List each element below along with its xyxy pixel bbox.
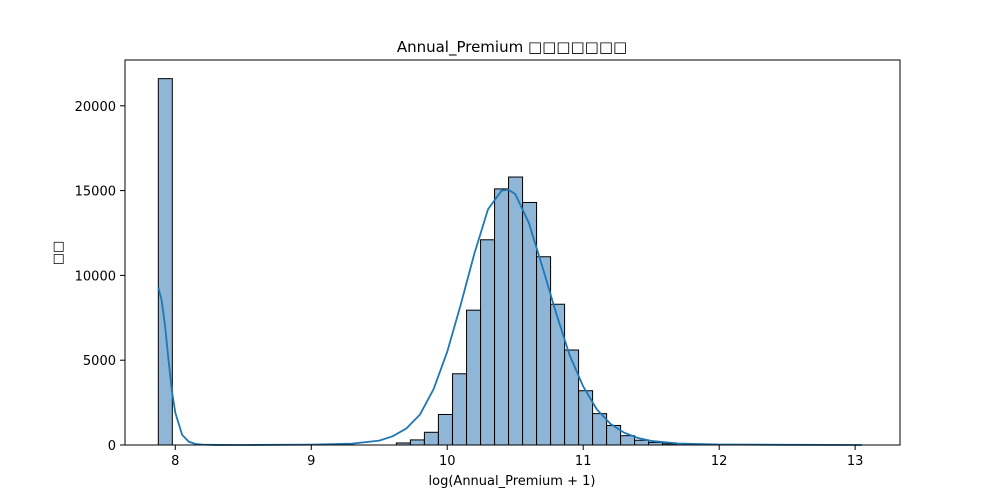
histogram-bar	[550, 303, 566, 446]
x-tick-label: 10	[439, 454, 456, 469]
y-tick-label: 10000	[75, 269, 116, 284]
histogram-bar	[409, 439, 425, 446]
y-axis-label: □□	[51, 241, 66, 266]
kde-line	[157, 188, 862, 446]
x-axis: 8 9 10 11 12 13	[171, 445, 863, 469]
histogram-bar	[437, 413, 453, 446]
x-tick-label: 11	[575, 454, 592, 469]
x-axis-label: log(Annual_Premium + 1)	[429, 474, 596, 489]
histogram-bar	[564, 349, 580, 446]
chart-title: Annual_Premium □□□□□□□	[397, 38, 627, 57]
y-tick-label: 15000	[75, 185, 116, 200]
histogram-bar	[494, 188, 510, 446]
histogram-bar	[466, 309, 482, 446]
histogram-bar	[452, 373, 468, 446]
histogram-bar	[480, 239, 496, 446]
x-tick-label: 9	[307, 454, 315, 469]
histogram-bar	[620, 435, 636, 446]
histogram-bar	[423, 431, 439, 446]
y-tick-label: 5000	[83, 354, 116, 369]
histogram-bar	[634, 439, 650, 446]
plot-frame	[124, 59, 901, 446]
x-tick-label: 13	[847, 454, 864, 469]
x-tick-label: 12	[711, 454, 728, 469]
histogram-bar	[157, 78, 173, 446]
histogram-bars	[157, 78, 678, 446]
histogram-bar	[508, 176, 524, 446]
y-tick-label: 20000	[75, 100, 116, 115]
y-axis: 0 5000 10000 15000 20000	[75, 100, 125, 454]
x-tick-label: 8	[171, 454, 179, 469]
y-tick-label: 0	[108, 439, 116, 454]
